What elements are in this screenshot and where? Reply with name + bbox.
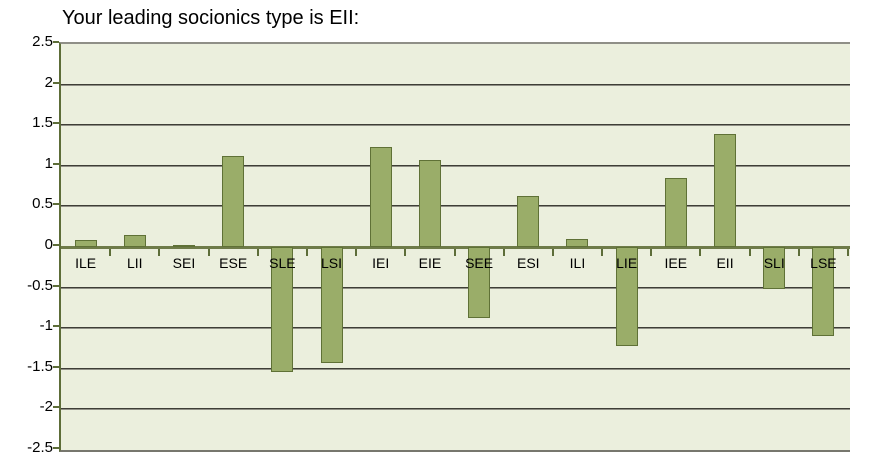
bar-LSI — [320, 247, 343, 364]
x-axis-label-SLE: SLE — [269, 255, 296, 271]
y-axis-tick — [53, 244, 59, 246]
y-axis-label: 1 — [44, 154, 53, 172]
x-axis-tick — [305, 249, 308, 256]
bar-ESE — [222, 156, 245, 247]
zero-axis-line — [61, 246, 850, 249]
bar-ILI — [566, 238, 589, 247]
bar-ILE — [74, 239, 97, 247]
bar-EII — [714, 134, 737, 247]
y-axis-tick — [53, 81, 59, 84]
y-axis-label: -2 — [39, 398, 53, 416]
y-axis-tick — [53, 406, 59, 409]
x-axis-label-IEI: IEI — [372, 255, 390, 271]
y-axis-label: 1.5 — [32, 114, 53, 132]
x-axis-label-SEI: SEI — [172, 255, 196, 271]
bar-IEI — [369, 147, 392, 247]
x-axis-tick — [355, 249, 358, 256]
plot-area: ILE LII SEI ESE SLE LSI IEI EIE SEE ESI ILI LIE IEE E… — [59, 42, 850, 452]
x-axis-tick — [502, 249, 505, 256]
x-axis-label-LSI: LSI — [321, 255, 343, 271]
chart-title: Your leading socionics type is EII: — [62, 7, 360, 29]
y-axis-tick — [53, 325, 59, 328]
x-axis-tick — [207, 249, 210, 256]
grid-line — [61, 286, 850, 289]
grid-line — [61, 205, 850, 208]
x-axis-label-ILE: ILE — [75, 255, 97, 271]
x-axis-tick — [847, 249, 849, 256]
x-axis-tick — [404, 249, 407, 256]
x-axis-tick — [453, 249, 456, 256]
grid-line — [61, 124, 850, 127]
x-axis-tick — [601, 249, 604, 256]
y-axis-tick — [53, 284, 59, 287]
x-axis-label-LII: LII — [126, 255, 143, 271]
grid-line — [61, 367, 850, 370]
y-axis-label: 2.5 — [32, 33, 53, 50]
bar-LSE — [812, 247, 835, 337]
x-axis-label-SLI: SLI — [763, 255, 785, 271]
x-axis-label-LIE: LIE — [616, 255, 638, 271]
y-axis-label: -2.5 — [27, 439, 53, 456]
y-axis-tick — [53, 41, 59, 43]
grid-line — [61, 408, 850, 411]
grid-line — [61, 164, 850, 167]
y-axis-label: 0 — [44, 236, 53, 253]
x-axis-label-LSE: LSE — [810, 255, 837, 271]
bar-LIE — [615, 247, 638, 347]
x-axis-tick — [797, 249, 800, 256]
grid-line — [61, 83, 850, 86]
x-axis-tick — [109, 249, 112, 256]
bar-EIE — [418, 160, 441, 247]
x-axis-label-SEE: SEE — [465, 255, 494, 271]
y-axis-label: -1.5 — [27, 357, 53, 375]
x-axis-label-ESI: ESI — [516, 255, 540, 271]
y-axis-label: -0.5 — [27, 276, 53, 294]
x-axis-label-IEE: IEE — [664, 255, 688, 271]
x-axis-tick — [650, 249, 653, 256]
x-axis-label-ESE: ESE — [219, 255, 248, 271]
bar-LII — [123, 234, 146, 247]
bar-SEE — [468, 247, 491, 318]
x-axis-tick — [158, 249, 161, 256]
grid-line — [61, 327, 850, 330]
y-axis-tick — [53, 447, 59, 449]
y-axis-tick — [53, 162, 59, 165]
bar-SLI — [763, 247, 786, 290]
x-axis-label-EII: EII — [716, 255, 734, 271]
x-axis-tick — [256, 249, 259, 256]
x-axis-tick — [748, 249, 751, 256]
x-axis-label-EIE: EIE — [418, 255, 442, 271]
bar-IEE — [664, 177, 687, 247]
x-axis-tick — [699, 249, 702, 256]
y-axis-label: 2 — [44, 73, 53, 91]
bar-SEI — [172, 245, 195, 247]
x-axis-tick — [551, 249, 554, 256]
bar-ESI — [517, 195, 540, 247]
y-axis-label: 0.5 — [32, 195, 53, 213]
x-axis-label-ILI: ILI — [569, 255, 586, 271]
bar-SLE — [271, 247, 294, 373]
y-axis-tick — [53, 365, 59, 368]
y-axis-label: -1 — [39, 317, 53, 335]
y-axis-tick — [53, 122, 59, 125]
y-axis-tick — [53, 203, 59, 206]
